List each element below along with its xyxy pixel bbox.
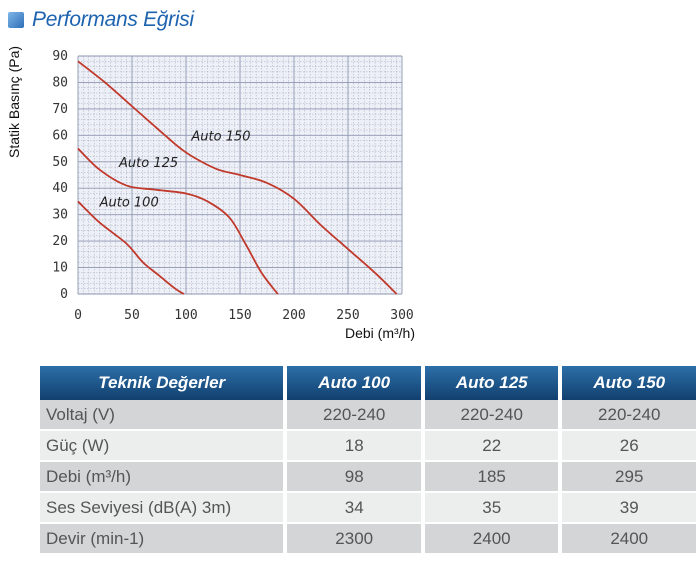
y-tick-label: 20 bbox=[52, 234, 68, 249]
title-bullet-icon bbox=[8, 12, 24, 28]
table-cell: 26 bbox=[560, 430, 696, 462]
row-label: Debi (m³/h) bbox=[40, 461, 288, 493]
section-title-text: Performans Eğrisi bbox=[32, 8, 194, 31]
x-tick-labels: 0 50 100 150 200 250 300 bbox=[74, 308, 414, 323]
y-tick-labels: 0 10 20 30 40 50 60 70 80 90 bbox=[52, 49, 68, 302]
table-row: Voltaj (V) 220-240 220-240 220-240 bbox=[40, 400, 696, 431]
row-label: Voltaj (V) bbox=[40, 400, 288, 431]
y-tick-label: 40 bbox=[52, 181, 68, 196]
y-tick-label: 80 bbox=[52, 75, 68, 90]
table-cell: 2400 bbox=[422, 523, 563, 555]
curve-label: Auto 100 bbox=[99, 196, 159, 211]
table-cell: 18 bbox=[285, 430, 425, 462]
curve-auto-150 bbox=[77, 60, 398, 295]
header-auto-150: Auto 150 bbox=[560, 366, 696, 400]
x-tick-label: 50 bbox=[124, 308, 140, 323]
table-cell: 220-240 bbox=[560, 400, 696, 431]
table-cell: 34 bbox=[285, 492, 425, 524]
table-cell: 22 bbox=[422, 430, 563, 462]
y-tick-label: 50 bbox=[52, 155, 68, 170]
y-tick-label: 90 bbox=[52, 49, 68, 64]
table-cell: 220-240 bbox=[285, 400, 425, 431]
curve-auto-125 bbox=[77, 147, 279, 295]
x-tick-label: 0 bbox=[74, 308, 82, 323]
x-tick-label: 100 bbox=[174, 308, 197, 323]
curve-label: Auto 150 bbox=[190, 130, 250, 145]
y-tick-label: 0 bbox=[60, 287, 68, 302]
curve-auto-100 bbox=[77, 200, 185, 295]
x-tick-label: 150 bbox=[228, 308, 251, 323]
table-row: Ses Seviyesi (dB(A) 3m) 34 35 39 bbox=[40, 492, 696, 524]
x-tick-label: 250 bbox=[336, 308, 359, 323]
table-cell: 295 bbox=[560, 461, 696, 493]
table-row: Güç (W) 18 22 26 bbox=[40, 430, 696, 462]
row-label: Güç (W) bbox=[40, 430, 288, 462]
section-title: Performans Eğrisi bbox=[8, 6, 194, 34]
table-cell: 35 bbox=[422, 492, 563, 524]
header-auto-100: Auto 100 bbox=[285, 366, 425, 400]
y-tick-label: 60 bbox=[52, 128, 68, 143]
table-cell: 39 bbox=[560, 492, 696, 524]
y-tick-label: 30 bbox=[52, 208, 68, 223]
y-axis-label: Statik Basınç (Pa) bbox=[6, 46, 22, 158]
curve-labels: Auto 150 Auto 125 Auto 100 bbox=[99, 130, 251, 211]
performance-chart: 0 10 20 30 40 50 60 70 80 90 0 50 100 150 200 250 300 A… bbox=[6, 46, 415, 341]
table-row: Debi (m³/h) 98 185 295 bbox=[40, 461, 696, 493]
spec-table: Teknik Değerler Auto 100 Auto 125 Auto 1… bbox=[40, 366, 696, 555]
header-technical-values: Teknik Değerler bbox=[40, 366, 288, 400]
header-auto-125: Auto 125 bbox=[422, 366, 563, 400]
curve-label: Auto 125 bbox=[118, 156, 178, 171]
y-tick-label: 10 bbox=[52, 261, 68, 276]
table-cell: 2300 bbox=[285, 523, 425, 555]
table-cell: 220-240 bbox=[422, 400, 563, 431]
x-axis-label: Debi (m³/h) bbox=[345, 325, 415, 341]
spec-table-header: Teknik Değerler Auto 100 Auto 125 Auto 1… bbox=[40, 366, 696, 400]
y-tick-label: 70 bbox=[52, 102, 68, 117]
grid bbox=[77, 55, 403, 295]
table-cell: 98 bbox=[285, 461, 425, 493]
table-row: Devir (min-1) 2300 2400 2400 bbox=[40, 523, 696, 555]
row-label: Ses Seviyesi (dB(A) 3m) bbox=[40, 492, 288, 524]
table-cell: 2400 bbox=[560, 523, 696, 555]
row-label: Devir (min-1) bbox=[40, 523, 288, 555]
table-cell: 185 bbox=[422, 461, 563, 493]
curves bbox=[77, 60, 398, 295]
x-tick-label: 300 bbox=[390, 308, 413, 323]
x-tick-label: 200 bbox=[282, 308, 305, 323]
